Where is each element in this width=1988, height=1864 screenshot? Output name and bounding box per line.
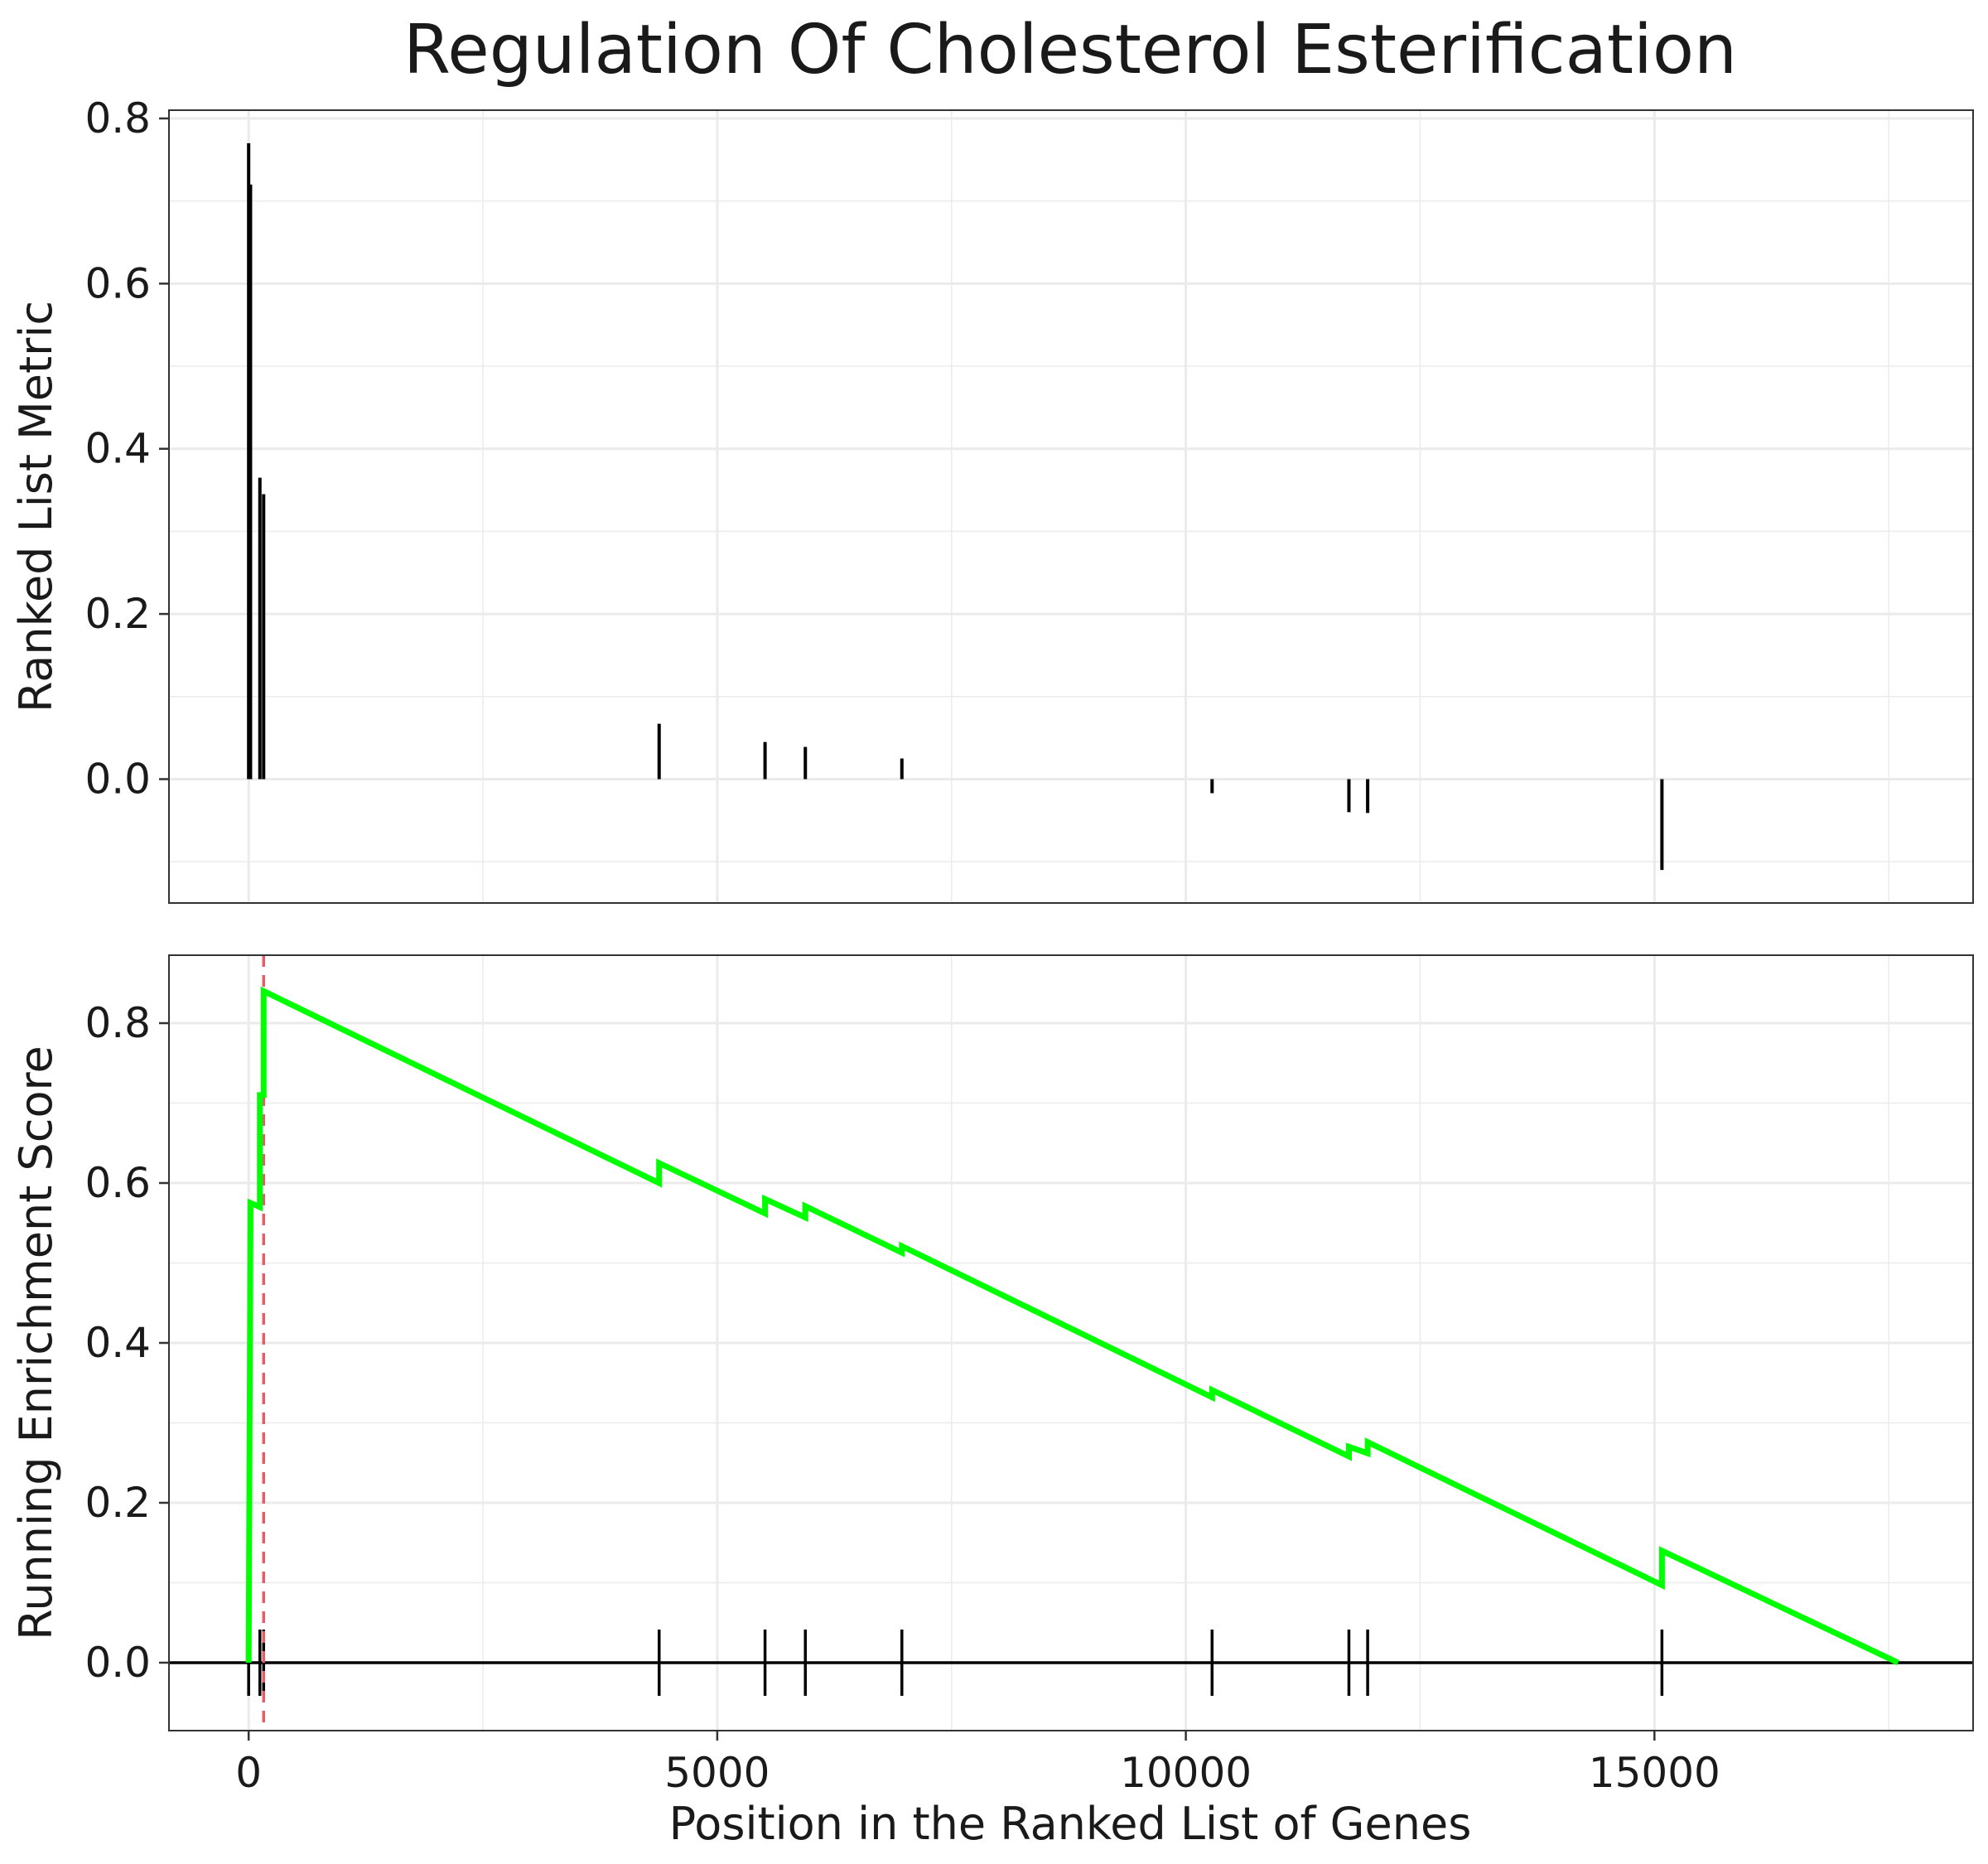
top-panel-border	[168, 109, 1974, 904]
y-tick-label: 0.2	[84, 1479, 151, 1527]
y-tick-label: 0.0	[84, 1639, 151, 1687]
y-tick-label: 0.0	[84, 755, 151, 803]
running-enrichment-line	[245, 986, 1899, 1666]
bottom-panel: 0.0 0.2 0.4 0.6 0.8 0 5000 10000 15000 Running …	[10, 954, 1974, 1797]
y-tick-label: 0.2	[84, 590, 151, 638]
ranked-metric-bars	[247, 142, 1664, 871]
y-tick-label: 0.6	[84, 1159, 151, 1207]
bottom-y-ticks: 0.0 0.2 0.4 0.6 0.8	[84, 999, 169, 1687]
top-y-ticks: 0.0 0.2 0.4 0.6 0.8	[84, 94, 169, 803]
x-axis-label: Position in the Ranked List of Genes	[669, 1798, 1472, 1850]
top-gridlines	[169, 110, 1973, 903]
x-tick-label: 5000	[664, 1749, 770, 1797]
top-panel: 0.0 0.2 0.4 0.6 0.8 Ranked List Metric	[10, 94, 1974, 904]
y-tick-label: 0.8	[84, 94, 151, 142]
x-tick-label: 0	[235, 1749, 262, 1797]
y-tick-label: 0.4	[84, 1319, 151, 1367]
x-tick-label: 15000	[1589, 1749, 1720, 1797]
bottom-y-axis-label: Running Enrichment Score	[10, 1045, 62, 1640]
y-tick-label: 0.8	[84, 999, 151, 1047]
y-tick-label: 0.6	[84, 259, 151, 307]
x-ticks: 0 5000 10000 15000	[235, 1731, 1720, 1797]
x-tick-label: 10000	[1120, 1749, 1252, 1797]
bottom-gridlines	[169, 955, 1973, 1731]
chart-title: Regulation Of Cholesterol Esterification	[403, 11, 1737, 89]
y-tick-label: 0.4	[84, 425, 151, 473]
top-y-axis-label: Ranked List Metric	[10, 301, 62, 712]
